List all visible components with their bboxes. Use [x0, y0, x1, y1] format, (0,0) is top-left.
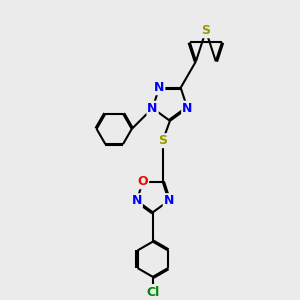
Text: S: S	[158, 134, 167, 147]
Text: N: N	[154, 81, 164, 94]
Text: N: N	[131, 194, 142, 207]
Text: S: S	[201, 24, 210, 37]
Text: N: N	[147, 102, 158, 115]
Text: N: N	[164, 194, 174, 207]
Text: Cl: Cl	[146, 286, 159, 298]
Text: N: N	[182, 102, 193, 115]
Text: O: O	[137, 175, 148, 188]
